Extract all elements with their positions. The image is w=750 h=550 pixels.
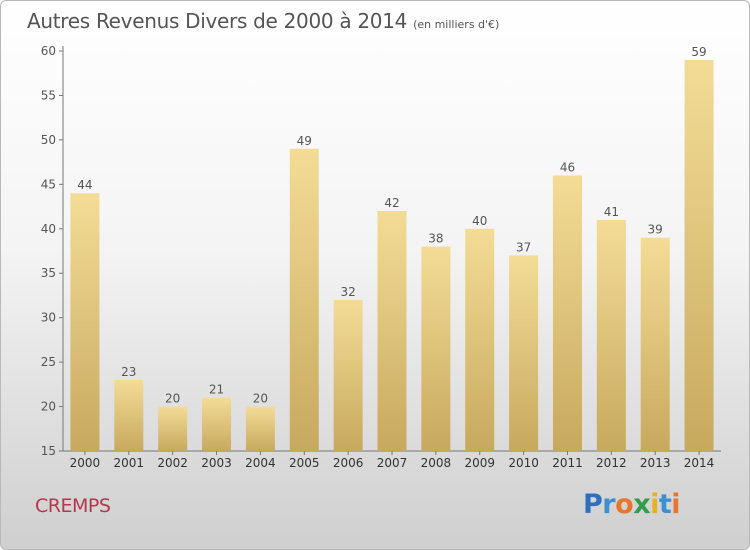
y-tick-label: 35 [41, 266, 56, 280]
bar [289, 148, 319, 451]
data-label: 21 [209, 383, 224, 397]
data-label: 20 [165, 392, 180, 406]
logo-letter: P [583, 489, 603, 520]
x-tick-label: 2003 [201, 456, 232, 470]
y-tick-label: 20 [41, 400, 56, 414]
y-tick-label: 30 [41, 311, 56, 325]
logo-letter: o [615, 489, 634, 520]
y-tick-label: 50 [41, 133, 56, 147]
bar [333, 299, 363, 451]
y-tick-label: 40 [41, 222, 56, 236]
x-tick-label: 2002 [157, 456, 188, 470]
data-label: 59 [691, 45, 706, 59]
bar [640, 237, 670, 451]
bar [158, 406, 188, 451]
logo-letter: x [633, 489, 651, 520]
bar [465, 228, 495, 451]
x-tick-label: 2004 [245, 456, 276, 470]
x-tick-label: 2000 [70, 456, 101, 470]
x-tick-label: 2009 [464, 456, 495, 470]
bar [245, 406, 275, 451]
x-tick-label: 2011 [552, 456, 583, 470]
bar [377, 211, 407, 451]
y-tick-label: 60 [41, 44, 56, 58]
logo-letter: t [658, 489, 672, 520]
y-tick-label: 45 [41, 177, 56, 191]
data-label: 38 [428, 232, 443, 246]
data-label: 37 [516, 240, 531, 254]
x-tick-label: 2012 [596, 456, 627, 470]
logo-letter: r [602, 489, 616, 520]
data-label: 39 [648, 223, 663, 237]
x-tick-label: 2005 [289, 456, 320, 470]
proxiti-logo: Proxiti [583, 489, 681, 520]
data-label: 49 [297, 134, 312, 148]
bar [114, 379, 144, 451]
bar [684, 59, 714, 452]
data-label: 44 [77, 178, 92, 192]
chart-title-block: Autres Revenus Divers de 2000 à 2014 (en … [27, 9, 499, 33]
data-label: 46 [560, 160, 575, 174]
data-label: 40 [472, 214, 487, 228]
data-label: 42 [384, 196, 399, 210]
data-label: 32 [340, 285, 355, 299]
y-tick-label: 15 [41, 444, 56, 458]
x-tick-label: 2014 [684, 456, 715, 470]
bar [552, 175, 582, 451]
chart-title: Autres Revenus Divers de 2000 à 2014 [27, 9, 408, 33]
bar [421, 246, 451, 451]
y-tick-label: 25 [41, 355, 56, 369]
bar [509, 255, 539, 451]
chart-unit-note: (en milliers d'€) [413, 18, 500, 31]
data-label: 23 [121, 365, 136, 379]
bar [70, 193, 100, 451]
logo-letter: i [671, 489, 681, 520]
x-tick-label: 2001 [114, 456, 145, 470]
commune-name: CREMPS [35, 495, 111, 517]
x-tick-label: 2006 [333, 456, 364, 470]
data-label: 41 [604, 205, 619, 219]
data-label: 20 [253, 392, 268, 406]
bar [202, 397, 232, 451]
x-tick-label: 2013 [640, 456, 671, 470]
x-tick-label: 2008 [421, 456, 452, 470]
x-tick-label: 2007 [377, 456, 408, 470]
y-tick-label: 55 [41, 88, 56, 102]
x-tick-label: 2010 [508, 456, 539, 470]
logo-letter: i [650, 489, 659, 520]
bar [596, 219, 626, 451]
